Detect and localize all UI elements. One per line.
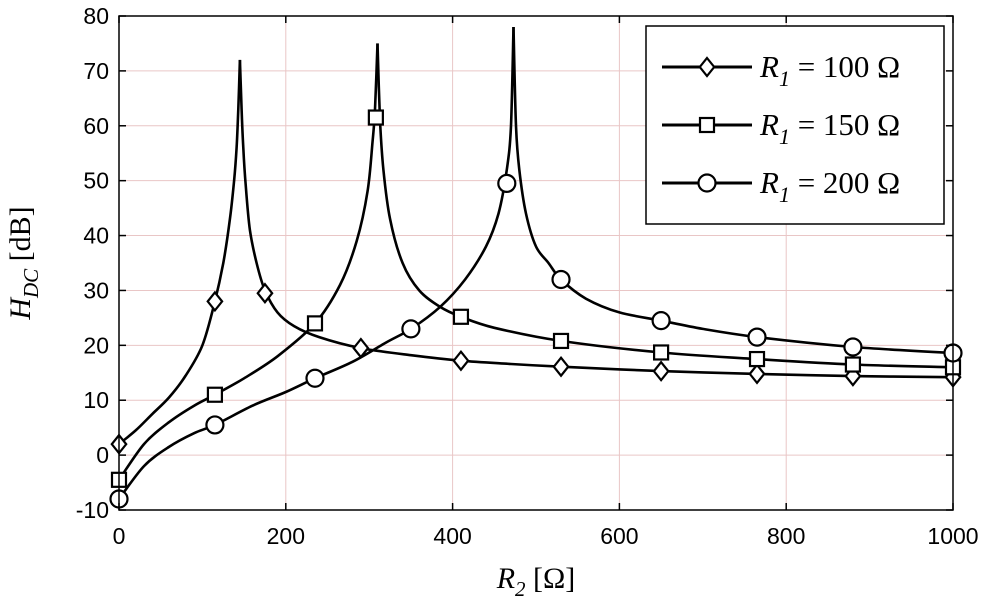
x-axis-label-main: R [496, 562, 515, 595]
series-2-point [306, 315, 324, 332]
y-tick-label: 70 [83, 58, 109, 84]
series-1-point [652, 360, 670, 382]
y-tick-label: 10 [83, 387, 109, 413]
y-tick-label: 80 [83, 3, 109, 29]
x-tick-label: 200 [267, 523, 305, 549]
series-1-point [748, 363, 766, 385]
series-2-point [652, 344, 670, 361]
series-1-line-left [118, 59, 242, 446]
y-tick-label: -10 [76, 497, 109, 523]
series-3-point [205, 415, 225, 435]
legend-label-3: R1 = 200 Ω [759, 165, 900, 207]
series-2-point [452, 308, 470, 325]
y-tick-label: 30 [83, 277, 109, 303]
y-axis-label-unit: [dB] [4, 206, 37, 269]
y-tick-label: 0 [96, 442, 109, 468]
x-axis-label-sub: 2 [515, 577, 526, 601]
series-3-point [497, 173, 517, 194]
x-tick-label: 400 [433, 523, 471, 549]
y-axis-label: HDC [dB] [4, 206, 43, 320]
series-1-point [352, 337, 370, 359]
x-axis-label-unit: [Ω] [526, 562, 576, 595]
y-tick-label: 50 [83, 168, 109, 194]
y-tick-label: 40 [83, 223, 109, 249]
legend-label-2: R1 = 150 Ω [759, 107, 900, 149]
series-3-point [747, 327, 767, 347]
legend-marker-2 [698, 116, 716, 134]
x-tick-label: 1000 [927, 523, 978, 549]
x-tick-label: 800 [767, 523, 805, 549]
series-1-point [844, 365, 862, 387]
series-2-point [367, 109, 384, 126]
marker-layer [109, 109, 963, 509]
series-3-point [305, 368, 325, 388]
series-3-point [843, 337, 863, 357]
y-axis-label-sub: DC [19, 268, 43, 299]
x-axis-label: R2 [Ω] [496, 562, 576, 601]
plot-frame [118, 15, 954, 511]
series-2-point [748, 350, 766, 368]
series-1-point [452, 349, 470, 372]
series-3-line-left [117, 26, 515, 500]
series-1-line-right [238, 59, 954, 379]
legend: R1 = 100 Ω R1 = 150 Ω R1 = 200 Ω [645, 25, 945, 225]
x-tick-label: 600 [600, 523, 638, 549]
series-3-point [401, 319, 421, 339]
series-2-line-left [117, 43, 379, 481]
legend-marker-1 [698, 56, 716, 78]
series-3-point [551, 269, 571, 290]
y-tick-label: 20 [83, 332, 109, 358]
legend-marker-3 [697, 173, 717, 193]
series-1-point [256, 282, 274, 304]
y-tick-label: 60 [83, 113, 109, 139]
legend-label-1: R1 = 100 Ω [759, 49, 900, 91]
series-2-point [552, 332, 570, 350]
series-1-point [552, 355, 570, 378]
series-2-point [844, 356, 862, 373]
x-tick-label: 0 [113, 523, 126, 549]
y-axis-label-main: H [4, 296, 37, 321]
series-2-point [206, 386, 224, 403]
series-3-point [651, 311, 671, 331]
legend-entries: R1 = 100 Ω R1 = 150 Ω R1 = 200 Ω [662, 49, 900, 207]
series-1-point [206, 290, 224, 313]
